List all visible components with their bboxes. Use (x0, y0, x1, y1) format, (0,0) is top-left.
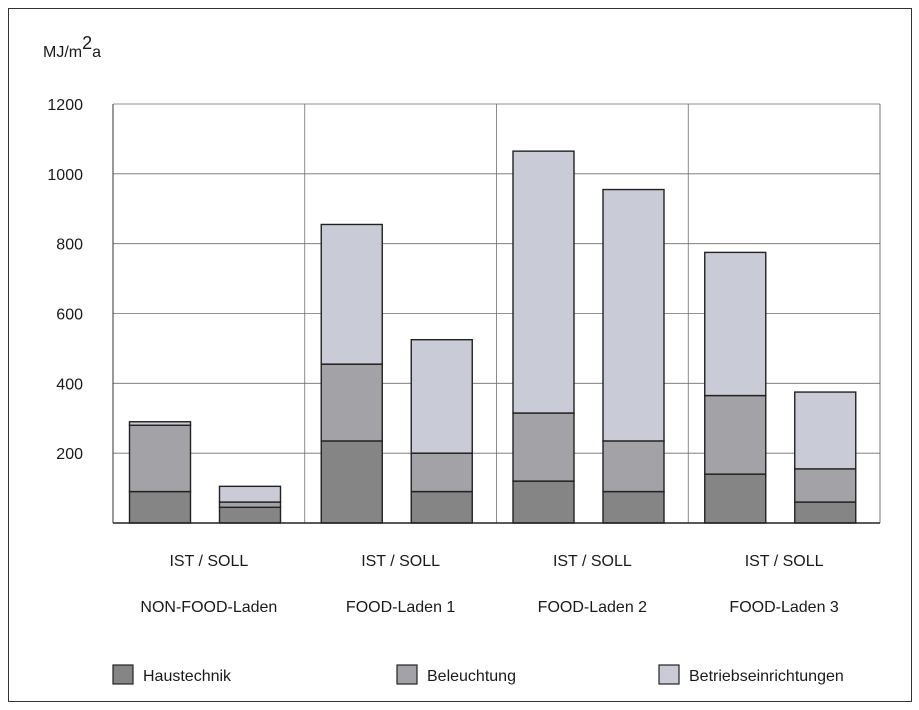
legend-swatch (658, 664, 680, 685)
bar-pair-label: IST / SOLL (361, 553, 440, 570)
bar-segment-beleuchtung (218, 501, 282, 508)
group-label: FOOD-Laden 3 (729, 599, 838, 616)
bar-segment-betriebseinrichtungen (794, 391, 857, 470)
group-label: NON-FOOD-Laden (140, 599, 277, 616)
bar-segment-betriebseinrichtungen (218, 485, 282, 503)
bar-pair-label: IST / SOLL (553, 553, 632, 570)
bar-segment-haustechnik (320, 440, 383, 524)
y-tick-label: 1000 (47, 167, 83, 184)
bar-segment-haustechnik (794, 501, 857, 524)
group-label: FOOD-Laden 1 (346, 599, 455, 616)
legend-label: Betriebseinrichtungen (689, 668, 844, 685)
bar-segment-betriebseinrichtungen (410, 338, 473, 454)
bar-segment-beleuchtung (704, 394, 767, 475)
bar-segment-betriebseinrichtungen (512, 150, 575, 414)
bar-segment-haustechnik (128, 490, 192, 524)
y-tick-label: 200 (56, 446, 83, 463)
bar-segment-beleuchtung (320, 363, 383, 442)
bar-segment-beleuchtung (512, 412, 575, 482)
legend: Haustechnik Beleuchtung Betriebseinrichtun… (112, 664, 844, 685)
bar-segment-betriebseinrichtungen (128, 421, 192, 426)
y-tick-label: 600 (56, 307, 83, 324)
bar-segment-beleuchtung (794, 468, 857, 503)
bar-segment-betriebseinrichtungen (704, 251, 767, 397)
bar-segment-beleuchtung (602, 440, 665, 493)
bar-segment-haustechnik (410, 490, 473, 524)
legend-swatch (112, 664, 134, 685)
bar-pair-label: IST / SOLL (169, 553, 248, 570)
bar-pair-label: IST / SOLL (745, 553, 824, 570)
y-tick-label: 1200 (47, 97, 83, 114)
bar-segment-haustechnik (218, 506, 282, 524)
legend-label: Beleuchtung (427, 668, 516, 685)
y-tick-label: 800 (56, 237, 83, 254)
y-tick-label: 400 (56, 376, 83, 393)
bar-segment-beleuchtung (410, 452, 473, 493)
bars (128, 150, 857, 524)
labels: MJ/m2a 200 400 600 800 1000 1200 IST / SOLL NON… (43, 33, 839, 616)
legend-label: Haustechnik (143, 668, 232, 685)
y-axis-label: MJ/m2a (43, 33, 101, 61)
bar-segment-beleuchtung (128, 424, 192, 493)
bar-segment-haustechnik (602, 490, 665, 524)
bar-segment-betriebseinrichtungen (602, 188, 665, 442)
bar-segment-haustechnik (704, 473, 767, 524)
legend-swatch (396, 664, 418, 685)
bar-segment-betriebseinrichtungen (320, 223, 383, 365)
bar-segment-haustechnik (512, 480, 575, 524)
group-label: FOOD-Laden 2 (538, 599, 647, 616)
axes (112, 104, 881, 524)
